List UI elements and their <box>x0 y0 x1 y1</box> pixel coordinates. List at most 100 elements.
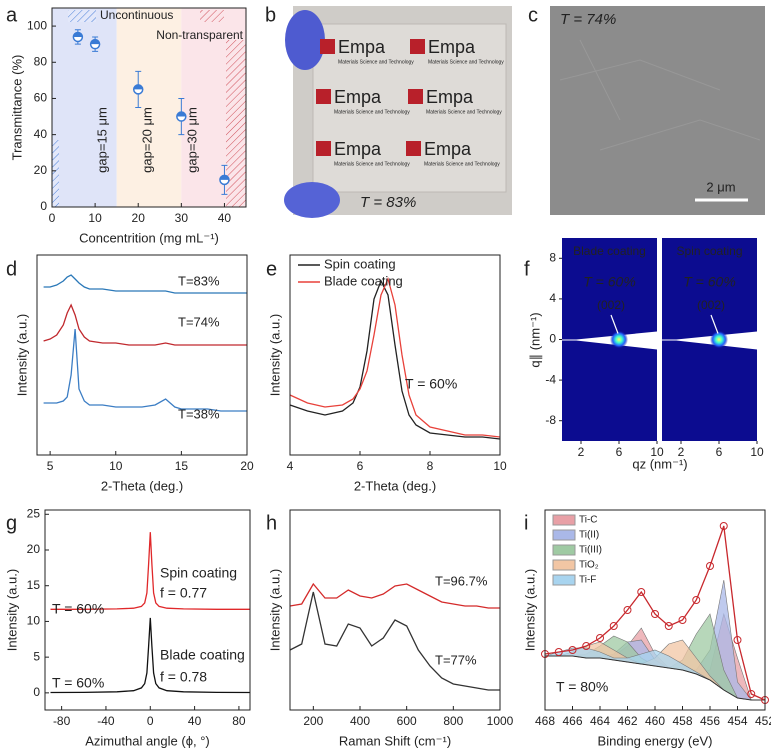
x-tick-label: 400 <box>350 714 370 728</box>
image-annotation: T = 60% <box>583 274 636 290</box>
line <box>50 617 251 694</box>
data-point <box>623 606 632 614</box>
plot-frame <box>51 7 247 208</box>
plot-frame <box>36 254 248 456</box>
x-tick-label: 460 <box>645 714 665 728</box>
y-tick-label: 8 <box>549 250 556 264</box>
y-tick-label: 5 <box>33 649 40 663</box>
region-label: gap=20 μm <box>139 107 154 173</box>
logo-tagline: Materials Science and Technology <box>338 59 414 65</box>
logo-name: Empa <box>334 87 382 107</box>
x-tick-label: 2 <box>578 445 585 459</box>
glass <box>312 23 507 193</box>
beamstop-wedge <box>662 331 757 350</box>
x-axis-label: 2-Theta (deg.) <box>101 478 183 493</box>
legend-swatch <box>552 574 576 586</box>
x-axis-label: Binding energy (eV) <box>598 733 713 748</box>
y-tick-label: -4 <box>545 372 556 386</box>
annotation: T = 60% <box>52 601 104 617</box>
background-line <box>545 655 765 701</box>
x-tick-label: 6 <box>357 459 364 473</box>
x-tick-label: 452 <box>755 714 771 728</box>
x-tick-label: 0 <box>49 211 56 225</box>
panel-letter: f <box>524 258 530 280</box>
peak-label: (002) <box>697 298 725 312</box>
data-point <box>568 646 577 654</box>
x-tick-label: 200 <box>303 714 323 728</box>
annotation: f = 0.77 <box>160 585 207 601</box>
legend-label: Spin coating <box>324 256 396 271</box>
texture <box>559 39 761 151</box>
y-axis-label: Intensity (a.u.) <box>522 569 537 651</box>
y-tick-label: 10 <box>27 614 41 628</box>
x-tick-label: -40 <box>97 714 115 728</box>
glove <box>284 182 340 218</box>
data-point <box>637 588 646 596</box>
logo-name: Empa <box>334 139 382 159</box>
x-tick-label: 20 <box>240 459 254 473</box>
line <box>289 277 501 438</box>
x-tick-label: 20 <box>132 211 146 225</box>
series-label: T=96.7% <box>435 573 488 588</box>
plot-frame <box>289 254 501 456</box>
x-tick-label: 1000 <box>487 714 514 728</box>
legend-label: Ti(III) <box>579 545 602 556</box>
image-title: Spin coating <box>676 244 742 258</box>
x-tick-label: 10 <box>109 459 123 473</box>
y-axis-label: q∥ (nm⁻¹) <box>527 312 542 367</box>
data-point <box>596 634 604 642</box>
x-tick-label: 600 <box>397 714 417 728</box>
x-axis-label: qz (nm⁻¹) <box>632 456 687 471</box>
y-tick-label: 80 <box>34 54 48 68</box>
data-point <box>692 596 701 604</box>
legend-label: Non-transparent <box>156 28 243 42</box>
x-tick-label: 40 <box>218 211 232 225</box>
y-tick-label: -8 <box>545 413 556 427</box>
legend-swatch <box>200 10 224 22</box>
x-tick-label: 4 <box>287 459 294 473</box>
x-axis-label: Raman Shift (cm⁻¹) <box>339 733 451 748</box>
line <box>43 303 247 346</box>
y-tick-label: 20 <box>27 542 41 556</box>
scale-bar-label: 2 μm <box>706 179 735 194</box>
x-tick-label: 464 <box>590 714 610 728</box>
beamstop-wedge <box>562 331 657 350</box>
x-tick-label: 456 <box>700 714 720 728</box>
series-label: T=83% <box>178 273 220 288</box>
x-tick-label: 2 <box>678 445 685 459</box>
x-tick-label: 10 <box>750 445 764 459</box>
y-tick-label: 100 <box>27 18 47 32</box>
panel-letter: g <box>6 512 17 534</box>
series-label: T=77% <box>435 652 477 667</box>
point-half <box>90 39 100 45</box>
y-tick-label: 40 <box>34 127 48 141</box>
y-tick-label: 0 <box>33 685 40 699</box>
line <box>50 532 250 610</box>
annotation: T = 80% <box>556 679 608 695</box>
logo-cube <box>320 39 335 54</box>
line <box>289 591 500 691</box>
plot-frame <box>44 509 251 711</box>
data-point <box>609 622 618 630</box>
legend-label: Uncontinuous <box>100 8 173 22</box>
image-title: Blade coating <box>573 244 646 258</box>
glove <box>285 10 325 70</box>
legend-label: Ti-C <box>579 515 598 526</box>
y-tick-label: 15 <box>27 578 41 592</box>
data-point <box>733 636 742 644</box>
x-tick-label: 80 <box>232 714 246 728</box>
x-axis-label: 2-Theta (deg.) <box>354 478 436 493</box>
x-tick-label: -80 <box>53 714 71 728</box>
data-point <box>706 562 714 570</box>
panel-letter: h <box>266 512 277 534</box>
legend-label: Ti(II) <box>579 530 599 541</box>
logo-name: Empa <box>426 87 474 107</box>
x-tick-label: 466 <box>562 714 582 728</box>
x-tick-label: 458 <box>672 714 692 728</box>
envelope-line <box>544 525 766 701</box>
data-point <box>582 642 591 650</box>
x-axis-label: Azimuthal angle (ϕ, °) <box>85 733 209 748</box>
peak-glow <box>610 330 628 349</box>
